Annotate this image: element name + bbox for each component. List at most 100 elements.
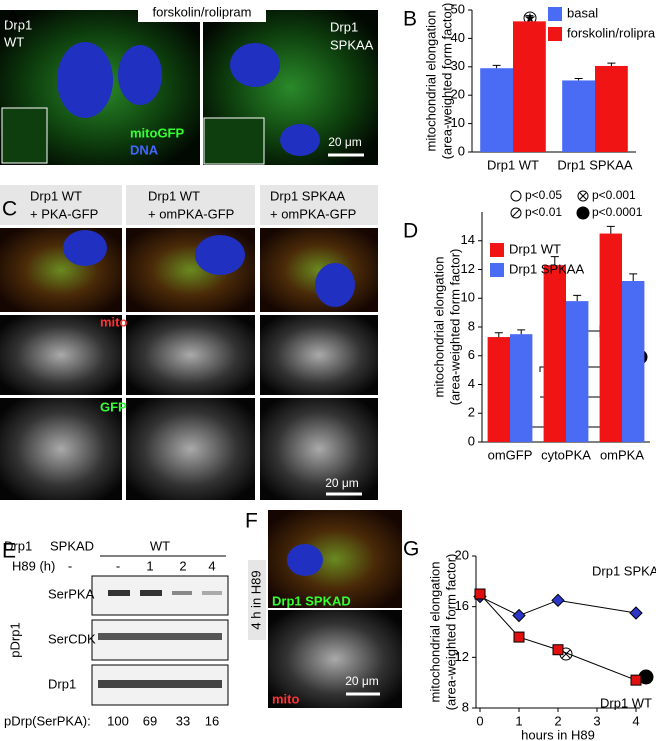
nucleus xyxy=(57,42,113,118)
band xyxy=(172,591,192,595)
quant-value: 69 xyxy=(143,713,157,728)
bar xyxy=(566,301,589,442)
bar xyxy=(480,68,513,152)
column-header: Drp1 WT xyxy=(148,188,200,203)
stain-label: Drp1 SPKAD xyxy=(272,593,351,608)
y-tick-label: 14 xyxy=(461,232,475,247)
legend-label: Drp1 SPKAA xyxy=(509,261,584,276)
scale-label: 20 μm xyxy=(345,674,379,688)
micrograph xyxy=(0,398,122,500)
stain-label: mitoGFP xyxy=(130,125,184,140)
scale-label: 20 μm xyxy=(328,135,362,149)
stain-label: mito xyxy=(272,691,300,706)
quant-value: 16 xyxy=(205,713,219,728)
bar xyxy=(599,233,622,442)
error-bar xyxy=(573,294,582,302)
nucleus xyxy=(280,124,320,156)
legend-swatch xyxy=(490,243,504,257)
error-bar xyxy=(607,62,616,66)
series-line xyxy=(479,593,637,681)
header-box xyxy=(138,3,266,22)
panel-label: G xyxy=(403,538,419,561)
column-header: + omPKA-GFP xyxy=(148,206,234,221)
column-header: WT xyxy=(150,538,170,553)
significance-label: p<0.0001 xyxy=(592,205,643,219)
side-label-box xyxy=(248,560,266,640)
lane-label: 2 xyxy=(179,558,186,573)
sig-symbol xyxy=(576,206,590,220)
panel-label: A xyxy=(6,8,20,31)
column-header: Drp1 SPKAA xyxy=(270,188,345,203)
column-header-box xyxy=(0,185,122,225)
y-tick-label: 8 xyxy=(462,699,469,714)
micrograph xyxy=(0,315,122,395)
nucleus xyxy=(287,544,323,576)
y-tick-label: 0 xyxy=(458,143,465,158)
blot-label: SerCDK xyxy=(48,631,96,646)
scale-label: 20 μm xyxy=(325,476,359,490)
point xyxy=(513,631,525,643)
y-tick-label: 10 xyxy=(461,290,475,305)
panel-label: F xyxy=(245,510,258,533)
micrograph xyxy=(126,398,255,500)
point xyxy=(629,606,643,620)
inset xyxy=(203,117,265,165)
micrograph xyxy=(260,315,378,395)
nucleus xyxy=(63,230,107,266)
y-axis-label: (area-weighted form factor) xyxy=(447,249,462,406)
point xyxy=(474,588,486,600)
y-tick-label: 6 xyxy=(468,347,475,362)
error-bar xyxy=(517,329,526,335)
blot-label: Drp1 xyxy=(48,676,76,691)
panel-label: D xyxy=(403,220,418,243)
row-header: Drp1 xyxy=(4,538,32,553)
panel-c: Drp1 WT + PKA-GFP Drp1 WT + omPKA-GFP Dr… xyxy=(0,185,378,500)
column-header: SPKAD xyxy=(50,538,94,553)
cell-label: Drp1 xyxy=(330,19,358,34)
treatment-header: forskolin/rolipram xyxy=(153,4,252,19)
x-tick-label: omGFP xyxy=(488,447,533,462)
series-label: Drp1 SPKAD xyxy=(592,563,656,578)
x-axis-label: hours in H89 xyxy=(521,727,595,741)
column-header: + omPKA-GFP xyxy=(270,206,356,221)
y-tick-label: 2 xyxy=(468,405,475,420)
row-label: mito xyxy=(100,314,128,329)
x-tick-label: Drp1 WT xyxy=(487,157,539,172)
y-tick-label: 20 xyxy=(455,547,469,562)
micrograph xyxy=(260,398,378,500)
side-label: 4 h in H89 xyxy=(248,570,263,629)
band xyxy=(98,633,222,640)
nucleus xyxy=(118,45,162,105)
band xyxy=(98,680,222,688)
bar xyxy=(622,281,645,442)
significance-label: p<0.001 xyxy=(592,188,636,202)
column-header-box xyxy=(126,185,255,225)
side-label: pDrp1 xyxy=(7,622,22,657)
error-bar xyxy=(525,15,534,22)
significance-label: p<0.01 xyxy=(525,205,562,219)
bar xyxy=(543,265,566,442)
row-label: GFP xyxy=(100,399,127,414)
cell-label: WT xyxy=(4,34,24,49)
y-axis-label: mitochondrial elongation xyxy=(427,562,442,703)
series-label: Drp1 WT xyxy=(600,695,652,710)
bar xyxy=(513,21,546,152)
lane-label: 4 xyxy=(208,558,215,573)
micrograph xyxy=(260,228,378,312)
y-tick-label: 0 xyxy=(468,433,475,448)
y-tick-label: 12 xyxy=(455,649,469,664)
series-line xyxy=(479,596,637,617)
panel-f: 4 h in H89 Drp1 SPKAD mito 20 μm xyxy=(248,510,402,708)
cell-label: Drp1 xyxy=(4,17,32,32)
legend-label: basal xyxy=(567,5,598,20)
quant-label: pDrp(SerPKA): xyxy=(4,713,91,728)
error-bar xyxy=(574,77,583,81)
band xyxy=(140,590,162,596)
point xyxy=(512,608,526,623)
y-tick-label: 16 xyxy=(455,598,469,613)
significance-label: p<0.05 xyxy=(525,188,562,202)
blot-label: SerPKA xyxy=(48,586,95,601)
quant-value: 33 xyxy=(176,713,190,728)
error-bar xyxy=(606,225,615,234)
